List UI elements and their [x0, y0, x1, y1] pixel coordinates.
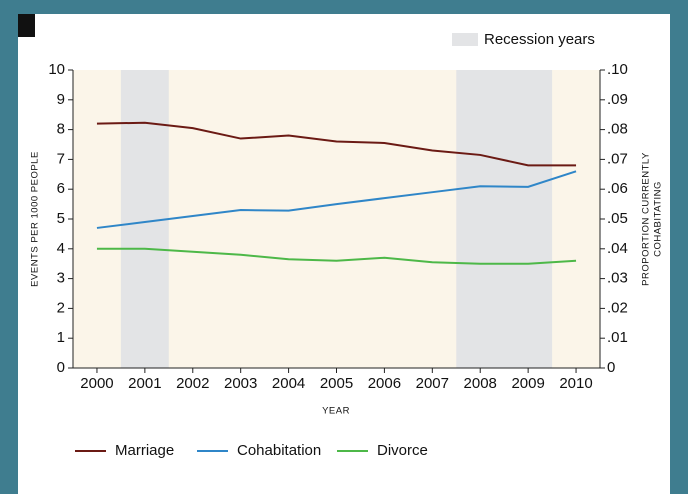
y-axis-title: EVENTS PER 1000 PEOPLE	[30, 151, 41, 287]
recession-legend-swatch	[452, 33, 478, 46]
y2-tick-label: .07	[607, 150, 628, 167]
y-tick-label: 9	[57, 91, 65, 108]
y2-tick-label: .08	[607, 121, 628, 138]
legend-label: Marriage	[115, 442, 174, 459]
y2-tick-label: .05	[607, 210, 628, 227]
x-tick-label: 2000	[80, 375, 113, 392]
y2-tick-label: .01	[607, 329, 628, 346]
legend-label: Divorce	[377, 442, 428, 459]
recession-legend-label: Recession years	[484, 31, 595, 48]
y-tick-label: 1	[57, 329, 65, 346]
y-tick-label: 6	[57, 180, 65, 197]
series-line	[96, 170, 577, 229]
x-tick-label: 2002	[176, 375, 209, 392]
x-tick-label: 2007	[416, 375, 449, 392]
y-tick-label: 3	[57, 270, 65, 287]
y2-tick-label: .06	[607, 180, 628, 197]
y2-tick-label: .03	[607, 270, 628, 287]
x-tick-label: 2003	[224, 375, 257, 392]
series-line	[96, 121, 577, 167]
x-tick-label: 2008	[464, 375, 497, 392]
y2-tick-label: .10	[607, 61, 628, 78]
y-tick-label: 8	[57, 121, 65, 138]
y-tick-label: 4	[57, 240, 65, 257]
legend-label: Cohabitation	[237, 442, 321, 459]
corner-block	[18, 14, 35, 37]
x-axis-title: YEAR	[322, 406, 350, 417]
y-tick-label: 2	[57, 299, 65, 316]
y-tick-label: 5	[57, 210, 65, 227]
y2-axis-title: COHABITATING	[653, 181, 664, 257]
y2-tick-label: .04	[607, 240, 628, 257]
x-tick-label: 2005	[320, 375, 353, 392]
y-tick-label: 7	[57, 150, 65, 167]
y2-tick-label: .02	[607, 299, 628, 316]
x-tick-label: 2010	[559, 375, 592, 392]
y2-axis-title: PROPORTION CURRENTLY	[641, 152, 652, 286]
x-tick-label: 2004	[272, 375, 305, 392]
x-tick-label: 2009	[511, 375, 544, 392]
x-tick-label: 2001	[128, 375, 161, 392]
y2-tick-label: .09	[607, 91, 628, 108]
y-tick-label: 0	[57, 359, 65, 376]
recession-band	[456, 70, 553, 368]
series-line	[96, 247, 577, 265]
x-tick-label: 2006	[368, 375, 401, 392]
y-tick-label: 10	[48, 61, 65, 78]
y2-tick-label: 0	[607, 359, 615, 376]
